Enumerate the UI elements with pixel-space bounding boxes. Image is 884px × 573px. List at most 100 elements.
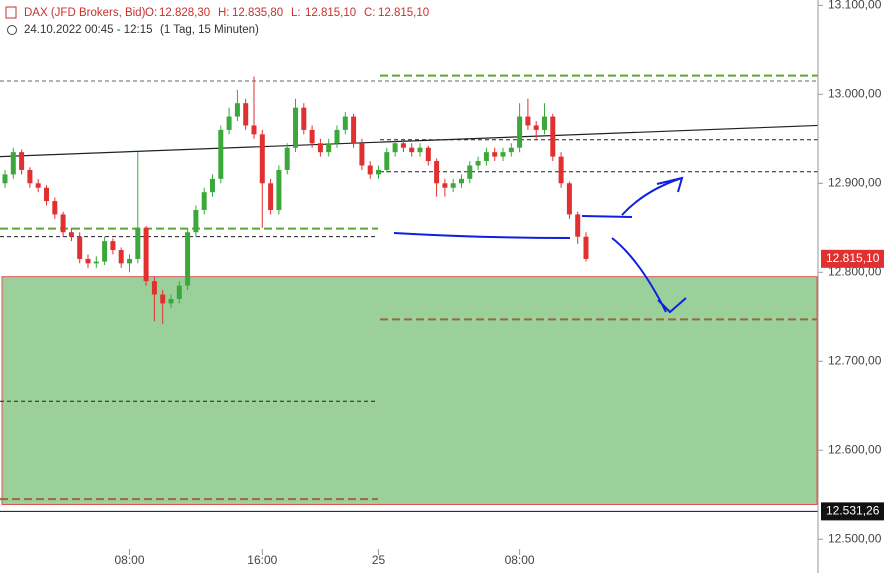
ohlc-value: 12.815,10 (305, 7, 356, 19)
x-tick-label: 08:00 (114, 553, 144, 567)
candle-body (251, 125, 257, 135)
ohlc-value: 12.815,10 (378, 7, 429, 19)
candle-body (135, 227, 141, 259)
candle-body (10, 152, 16, 175)
candle-body (110, 241, 116, 251)
candle-body (392, 143, 398, 153)
candle-body (168, 298, 174, 304)
candle-body (558, 156, 564, 184)
candle-body (2, 174, 8, 184)
candle-body (118, 250, 124, 264)
y-tick-label: 13.100,00 (828, 0, 882, 12)
candle-body (27, 169, 33, 184)
candle-body (35, 183, 41, 188)
candle-body (483, 152, 489, 162)
ohlc-value: 12.835,80 (232, 7, 283, 19)
candle-body (450, 183, 456, 188)
candle-body (367, 165, 373, 175)
zone (1, 276, 818, 505)
candle-body (85, 258, 91, 264)
y-tick-label: 12.900,00 (828, 175, 882, 189)
candle-body (176, 285, 182, 299)
candle-body (293, 107, 298, 148)
candle-body (326, 143, 332, 153)
drawing (611, 237, 687, 314)
candle-body (425, 147, 431, 162)
candle-body (201, 192, 207, 210)
y-tick-label: 12.600,00 (828, 442, 882, 456)
candle-body (301, 107, 307, 130)
candle-body (243, 103, 249, 126)
candle-body (151, 281, 157, 295)
candle-body (442, 183, 448, 188)
trend-line (0, 124, 819, 158)
candle-body (68, 232, 74, 237)
interval: (1 Tag, 15 Minuten) (160, 24, 259, 36)
candle-body (317, 143, 323, 153)
candle-body (376, 169, 381, 175)
price-label-box (821, 249, 884, 268)
candle-body (143, 227, 149, 282)
date-range: 24.10.2022 00:45 - 12:15 (24, 24, 153, 36)
candle-body (44, 187, 49, 202)
candle-body (575, 214, 581, 237)
candle-body (234, 103, 240, 117)
candle-body (19, 152, 25, 170)
drawing (581, 176, 684, 218)
ohlc-label: C: (364, 7, 376, 19)
candle-body (268, 183, 274, 210)
candle-body (284, 147, 290, 170)
candle-body (160, 294, 166, 304)
candle-body (77, 236, 83, 259)
candle-body (467, 165, 473, 179)
price-label: 12.815,10 (826, 251, 880, 265)
ohlc-readout: O: 12.828,30 H: 12.835,80 L: 12.815,10 C: 12.81… (145, 7, 429, 19)
candle-body (93, 261, 99, 264)
plot-area (0, 74, 819, 512)
candle-body (500, 152, 506, 157)
candle-body (508, 147, 514, 153)
candle-body (226, 116, 232, 130)
y-tick-label: 12.500,00 (828, 531, 882, 545)
ohlc-label: H: (218, 7, 230, 19)
candle-body (193, 209, 199, 233)
candle-body (533, 125, 539, 130)
candle-body (434, 161, 440, 184)
ohlc-label: O: (145, 7, 157, 19)
candle-body (475, 161, 481, 166)
candle-body (60, 214, 66, 233)
price-label: 12.531,26 (826, 504, 880, 518)
candle-body (542, 116, 547, 130)
candle-body (400, 143, 406, 148)
candle-body (359, 143, 365, 166)
candle-body (185, 232, 191, 286)
candle-body (459, 178, 464, 184)
candle-body (210, 178, 215, 193)
candle-body (218, 129, 224, 179)
candle-body (276, 169, 282, 210)
x-tick-label: 08:00 (505, 553, 535, 567)
x-tick-label: 25 (372, 553, 386, 567)
y-tick-label: 12.800,00 (828, 264, 882, 278)
candle-body (309, 129, 315, 144)
candle-body (351, 116, 357, 144)
candle-body (525, 116, 531, 126)
candle-body (517, 116, 523, 148)
ohlc-label: L: (291, 7, 301, 19)
clock-icon (7, 25, 17, 35)
candle-body (409, 147, 415, 153)
candle-body (384, 152, 390, 170)
symbol: DAX (JFD Brokers, Bid) (24, 7, 146, 19)
candle-body (583, 236, 589, 259)
price-label-box (821, 502, 884, 521)
candle-body (259, 134, 265, 184)
candle-body (334, 129, 340, 144)
candle-body (127, 258, 132, 264)
candle-body (102, 241, 108, 262)
y-tick-label: 12.700,00 (828, 353, 882, 367)
y-tick-label: 13.000,00 (828, 86, 882, 100)
candle-body (550, 116, 556, 157)
candle-body (342, 116, 348, 130)
